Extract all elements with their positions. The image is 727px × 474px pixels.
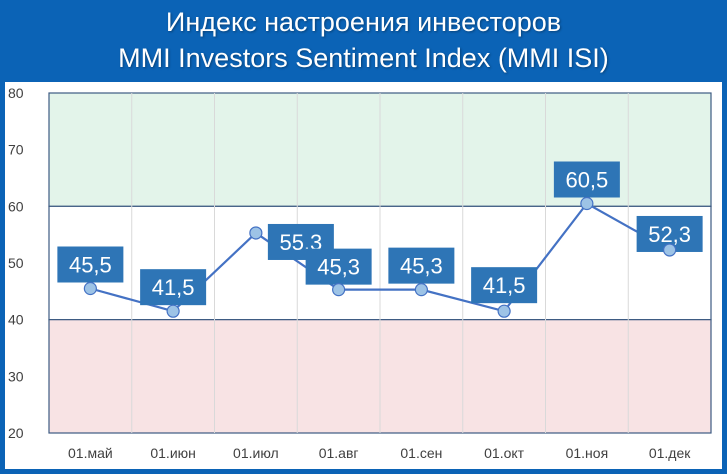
data-label-box [305, 248, 372, 285]
data-label-box [140, 269, 207, 306]
data-point [580, 196, 594, 211]
data-label: 45,5 [69, 253, 112, 278]
x-tick-label: 01.июл [233, 445, 279, 461]
data-labels: 45,541,555,345,3 45,341,560,552,3 [57, 161, 703, 318]
y-axis: 20 30 40 50 60 70 80 [8, 85, 24, 441]
data-label: 45,3 [400, 254, 443, 279]
x-tick-label: 01.июн [150, 445, 196, 461]
data-point [332, 283, 346, 297]
data-point [166, 304, 180, 318]
chart-title-line-2: MMI Investors Sentiment Index (MMI ISI) [118, 43, 609, 73]
data-point [663, 243, 677, 257]
data-point [497, 304, 511, 318]
y-tick-label: 40 [8, 312, 24, 328]
x-tick-label: 01.ноя [566, 445, 609, 461]
data-point [414, 283, 428, 297]
x-tick-label: 01.сен [400, 445, 442, 461]
data-label-box [388, 247, 455, 284]
y-tick-label: 30 [8, 368, 24, 384]
x-tick-label: 01.дек [649, 445, 691, 461]
data-label: 45,3 [317, 255, 360, 280]
x-axis: 01.май 01.июн 01.июл 01.авг 01.сен 01.окт 01.н… [68, 445, 691, 461]
data-point [83, 281, 97, 296]
y-tick-label: 50 [8, 255, 24, 271]
x-tick-label: 01.авг [319, 445, 359, 461]
data-label: 41,5 [483, 273, 526, 298]
data-point [249, 226, 263, 240]
chart-title: Индекс настроения инвесторов MMI Investo… [0, 0, 727, 82]
x-tick-label: 01.май [68, 445, 113, 461]
data-label: 52,3 [648, 222, 691, 247]
x-tick-label: 01.окт [484, 445, 525, 461]
data-label: 41,5 [152, 275, 195, 300]
y-tick-label: 80 [8, 85, 24, 101]
y-tick-label: 60 [8, 198, 24, 214]
data-label-box [471, 267, 538, 304]
vertical-grid [131, 93, 629, 433]
data-label-box [57, 246, 124, 283]
chart-title-line-1: Индекс настроения инвесторов [165, 7, 562, 37]
data-label-box [553, 161, 620, 198]
y-tick-label: 20 [8, 425, 24, 441]
data-label: 60,5 [565, 168, 608, 193]
y-tick-label: 70 [8, 142, 24, 158]
